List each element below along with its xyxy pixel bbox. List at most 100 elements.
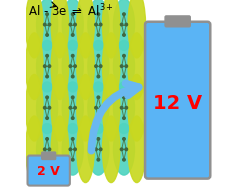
Ellipse shape	[62, 0, 83, 50]
Circle shape	[48, 148, 51, 151]
Circle shape	[97, 117, 100, 119]
Ellipse shape	[88, 0, 109, 50]
Ellipse shape	[77, 33, 94, 99]
FancyBboxPatch shape	[165, 16, 190, 26]
Circle shape	[120, 23, 123, 26]
Circle shape	[120, 148, 123, 151]
Ellipse shape	[102, 116, 120, 183]
Circle shape	[46, 158, 48, 161]
Ellipse shape	[102, 0, 120, 58]
Circle shape	[123, 138, 125, 140]
Circle shape	[46, 75, 48, 78]
Circle shape	[97, 75, 100, 78]
Circle shape	[48, 106, 51, 109]
Circle shape	[123, 96, 125, 99]
Ellipse shape	[26, 0, 43, 58]
Ellipse shape	[114, 40, 134, 92]
Circle shape	[95, 106, 97, 109]
Circle shape	[71, 13, 74, 15]
Ellipse shape	[26, 116, 43, 183]
Ellipse shape	[62, 82, 83, 133]
Circle shape	[125, 23, 127, 26]
Circle shape	[97, 34, 100, 36]
Circle shape	[99, 65, 102, 67]
Circle shape	[71, 34, 74, 36]
Ellipse shape	[114, 0, 134, 50]
Ellipse shape	[128, 33, 146, 99]
Circle shape	[97, 96, 100, 99]
Ellipse shape	[62, 124, 83, 175]
Circle shape	[97, 138, 100, 140]
Circle shape	[123, 54, 125, 57]
Circle shape	[69, 23, 72, 26]
Circle shape	[125, 65, 127, 67]
Ellipse shape	[88, 124, 109, 175]
Circle shape	[71, 75, 74, 78]
Ellipse shape	[37, 40, 58, 92]
Circle shape	[71, 96, 74, 99]
Circle shape	[46, 96, 48, 99]
Circle shape	[95, 65, 97, 67]
Circle shape	[44, 106, 46, 109]
Circle shape	[71, 158, 74, 161]
Ellipse shape	[37, 0, 58, 50]
FancyArrowPatch shape	[91, 83, 139, 151]
Circle shape	[69, 106, 72, 109]
Circle shape	[97, 158, 100, 161]
Circle shape	[69, 65, 72, 67]
Circle shape	[46, 13, 48, 15]
Ellipse shape	[62, 40, 83, 92]
Circle shape	[99, 23, 102, 26]
Ellipse shape	[114, 124, 134, 175]
Ellipse shape	[51, 116, 69, 183]
Circle shape	[71, 54, 74, 57]
Circle shape	[44, 23, 46, 26]
Text: Al - 3e $\rightleftharpoons$ Al$^{3+}$: Al - 3e $\rightleftharpoons$ Al$^{3+}$	[28, 3, 114, 19]
Ellipse shape	[77, 0, 94, 58]
FancyBboxPatch shape	[145, 22, 210, 179]
Circle shape	[71, 138, 74, 140]
Ellipse shape	[128, 0, 146, 58]
Ellipse shape	[128, 116, 146, 183]
Circle shape	[123, 117, 125, 119]
Ellipse shape	[26, 74, 43, 141]
Ellipse shape	[128, 74, 146, 141]
Circle shape	[95, 23, 97, 26]
Ellipse shape	[37, 82, 58, 133]
Circle shape	[125, 148, 127, 151]
Circle shape	[99, 106, 102, 109]
Ellipse shape	[77, 74, 94, 141]
Ellipse shape	[102, 74, 120, 141]
Circle shape	[71, 117, 74, 119]
Circle shape	[123, 75, 125, 78]
Text: 12 V: 12 V	[153, 94, 202, 113]
Ellipse shape	[88, 40, 109, 92]
Circle shape	[44, 148, 46, 151]
Circle shape	[69, 148, 72, 151]
Ellipse shape	[51, 0, 69, 58]
Ellipse shape	[51, 74, 69, 141]
Circle shape	[46, 117, 48, 119]
Circle shape	[123, 158, 125, 161]
Circle shape	[74, 65, 76, 67]
Circle shape	[48, 23, 51, 26]
Ellipse shape	[88, 82, 109, 133]
Circle shape	[46, 138, 48, 140]
FancyBboxPatch shape	[42, 152, 55, 159]
Text: 2 V: 2 V	[37, 165, 60, 178]
Ellipse shape	[114, 82, 134, 133]
Circle shape	[120, 106, 123, 109]
Circle shape	[99, 148, 102, 151]
Ellipse shape	[26, 33, 43, 99]
Circle shape	[46, 54, 48, 57]
Circle shape	[97, 54, 100, 57]
Ellipse shape	[51, 33, 69, 99]
Circle shape	[74, 106, 76, 109]
Ellipse shape	[37, 124, 58, 175]
Circle shape	[125, 106, 127, 109]
FancyBboxPatch shape	[27, 156, 70, 186]
Ellipse shape	[102, 33, 120, 99]
Circle shape	[74, 148, 76, 151]
Circle shape	[123, 13, 125, 15]
Circle shape	[95, 148, 97, 151]
